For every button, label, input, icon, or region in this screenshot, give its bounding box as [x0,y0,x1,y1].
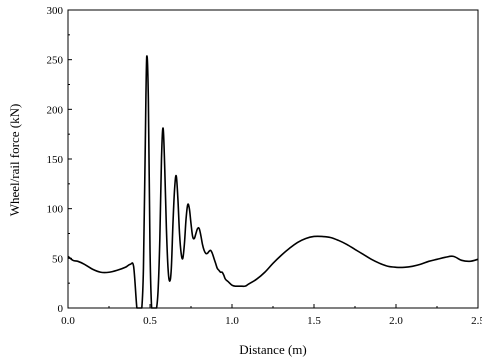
x-tick-label: 2.5 [471,315,482,327]
y-tick-label: 250 [47,55,64,67]
y-tick-label: 50 [52,253,64,265]
y-tick-label: 150 [47,154,64,166]
series-layer [67,55,479,309]
y-tick-label: 0 [58,303,64,315]
x-tick-label: 0.5 [143,315,157,327]
y-tick-label: 300 [47,5,64,17]
x-axis-label: Distance (m) [239,342,307,357]
y-axis-ticks: 0 50 100 150 200 250 300 [47,5,72,315]
x-tick-label: 1.0 [225,315,239,327]
y-tick-label: 200 [47,104,64,116]
series-line [67,55,479,309]
x-axis-ticks: 0.0 0.5 1.0 1.5 2.0 2.5 [61,304,482,327]
x-tick-label: 0.0 [61,315,75,327]
x-tick-label: 1.5 [307,315,321,327]
y-tick-label: 100 [47,204,64,216]
y-axis-label: Wheel/rail force (kN) [7,104,22,217]
x-tick-label: 2.0 [389,315,403,327]
